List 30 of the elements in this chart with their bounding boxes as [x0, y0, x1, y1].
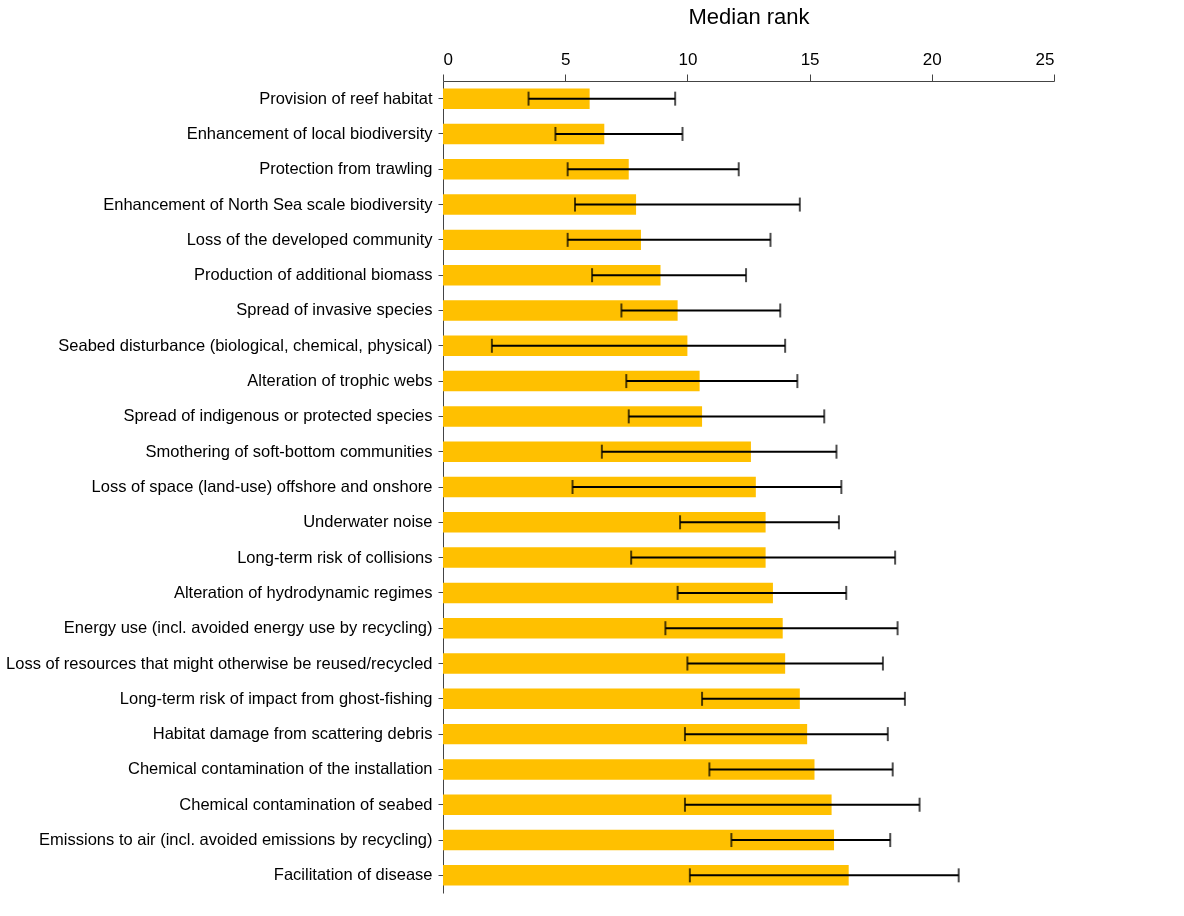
x-tick-label: 25 [1035, 49, 1055, 69]
y-tick-label: Spread of invasive species [236, 300, 433, 319]
y-tick-label: Habitat damage from scattering debris [152, 724, 433, 743]
y-tick-label: Long-term risk of collisions [237, 547, 433, 566]
y-tick-label: Facilitation of disease [273, 865, 433, 884]
x-tick-label: 15 [800, 49, 820, 69]
y-tick-label: Spread of indigenous or protected species [123, 406, 433, 425]
x-tick-label: 0 [443, 49, 453, 69]
y-tick-label: Protection from trawling [259, 159, 433, 178]
y-tick-label: Loss of space (land-use) offshore and onshore [91, 477, 433, 495]
y-tick-label: Emissions to air (incl. avoided emissions by recycling) [39, 830, 433, 849]
y-tick-label: Loss of resources that might otherwise be reused/recycled [6, 653, 433, 672]
y-tick-label: Underwater noise [303, 512, 433, 531]
y-tick-label: Energy use (incl. avoided energy use by recycling) [63, 618, 433, 637]
x-axis-title: Median rank [688, 3, 811, 29]
y-tick-label: Production of additional biomass [194, 265, 433, 284]
y-tick-label: Enhancement of local biodiversity [186, 123, 434, 142]
y-tick-label: Smothering of soft-bottom communities [145, 441, 433, 460]
y-tick-label: Seabed disturbance (biological, chemical, physical) [58, 335, 433, 354]
x-tick-label: 10 [678, 49, 698, 69]
y-tick-label: Provision of reef habitat [259, 88, 433, 107]
y-tick-label: Enhancement of North Sea scale biodiversity [103, 194, 434, 213]
y-tick-label: Chemical contamination of the installation [127, 759, 433, 778]
x-tick-label: 20 [922, 49, 942, 69]
y-tick-label: Loss of the developed community [186, 229, 434, 248]
y-tick-label: Alteration of trophic webs [247, 371, 433, 390]
x-tick-label: 5 [560, 49, 571, 69]
y-tick-label: Alteration of hydrodynamic regimes [173, 582, 433, 601]
y-tick-label: Long-term risk of impact from ghost-fishing [119, 688, 433, 707]
y-tick-label: Chemical contamination of seabed [179, 794, 433, 813]
